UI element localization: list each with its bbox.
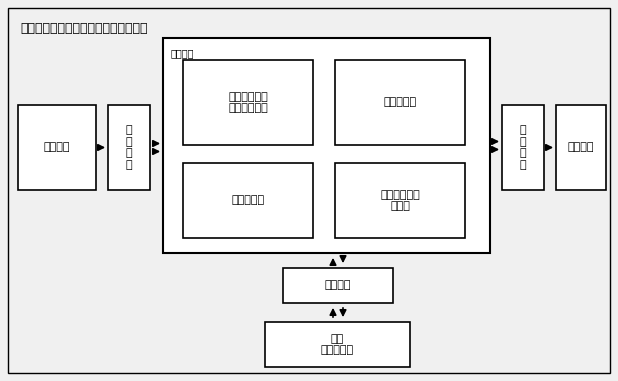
Bar: [335, 60, 465, 145]
Text: 制冷装置及制
热装置: 制冷装置及制 热装置: [380, 190, 420, 211]
Bar: [18, 105, 96, 190]
Text: 标准气体: 标准气体: [44, 142, 70, 152]
Text: 真空压力表: 真空压力表: [383, 98, 417, 107]
Bar: [335, 163, 465, 238]
Text: 密闭容器: 密闭容器: [171, 48, 195, 58]
Bar: [265, 322, 410, 367]
Text: 温度传感器: 温度传感器: [231, 195, 265, 205]
Text: 排
气
通
道: 排 气 通 道: [520, 125, 527, 170]
Text: 气体传感器及
信号处理电路: 气体传感器及 信号处理电路: [228, 92, 268, 113]
Bar: [183, 163, 313, 238]
Bar: [108, 105, 150, 190]
Text: 电源
及控制系统: 电源 及控制系统: [321, 334, 354, 355]
Bar: [183, 60, 313, 145]
Text: 气体传感器得复杂环境测试及标定系统: 气体传感器得复杂环境测试及标定系统: [20, 22, 148, 35]
Bar: [163, 38, 490, 253]
Bar: [502, 105, 544, 190]
Bar: [283, 268, 393, 303]
Text: 充
气
通
道: 充 气 通 道: [125, 125, 132, 170]
Bar: [556, 105, 606, 190]
Text: 电路通道: 电路通道: [324, 280, 351, 290]
Text: 真空气泵: 真空气泵: [568, 142, 595, 152]
